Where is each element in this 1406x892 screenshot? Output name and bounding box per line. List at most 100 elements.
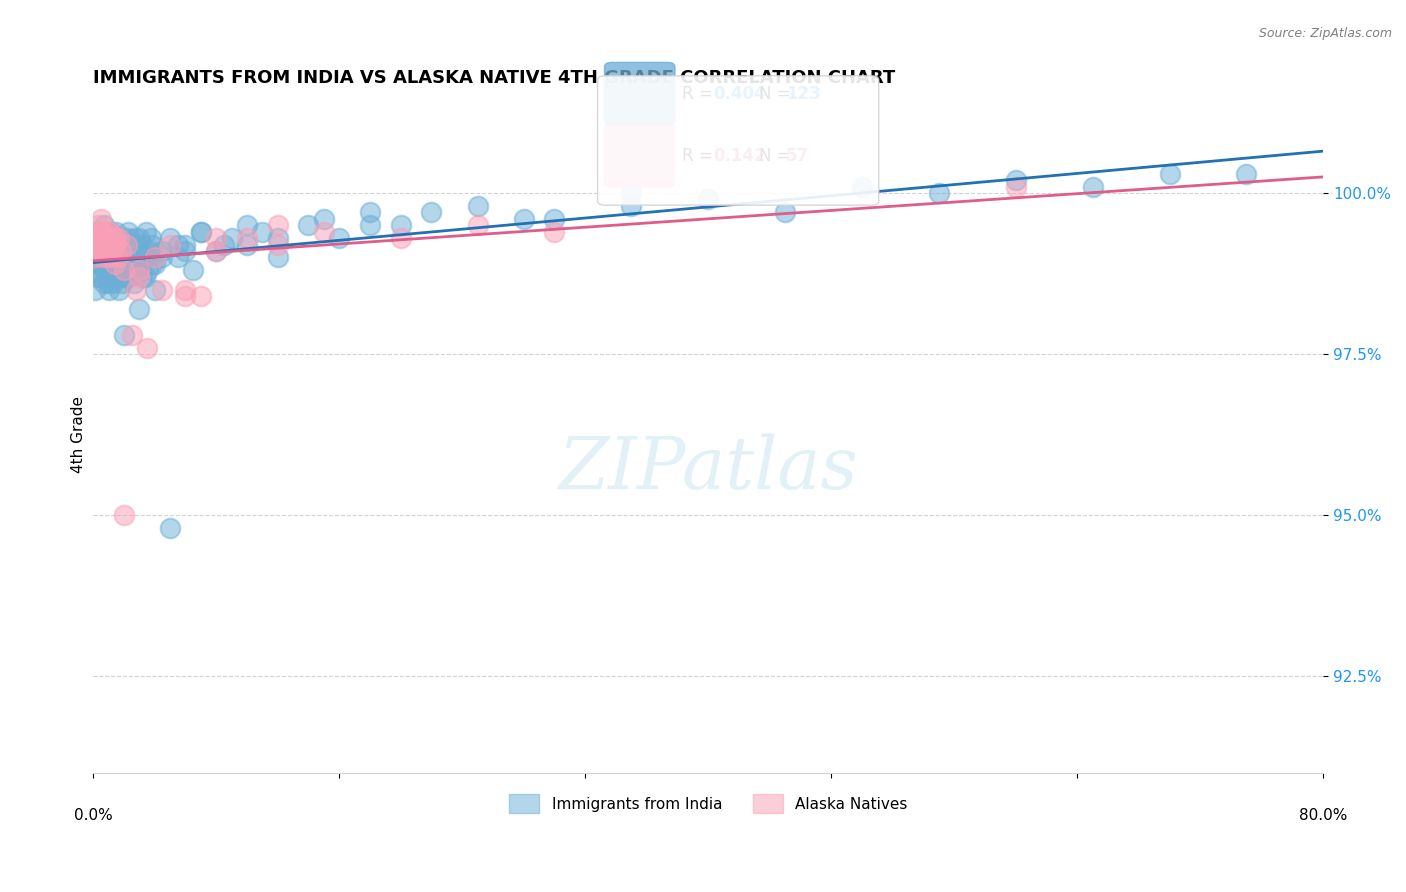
Point — [1004, 179, 1026, 194]
Point — [100, 231, 122, 245]
Text: 0.142: 0.142 — [713, 147, 765, 165]
Point — [91, 225, 114, 239]
Point — [110, 237, 132, 252]
Point — [91, 251, 114, 265]
Point — [84, 251, 107, 265]
Point — [1081, 179, 1104, 194]
Point — [190, 225, 212, 239]
Point — [86, 237, 108, 252]
Point — [128, 263, 150, 277]
Point — [359, 218, 381, 232]
Point — [93, 263, 115, 277]
Point — [122, 276, 145, 290]
Point — [87, 237, 110, 252]
Point — [98, 276, 121, 290]
Point — [159, 231, 181, 245]
Point — [93, 244, 115, 258]
Point — [252, 225, 274, 239]
Point — [136, 263, 159, 277]
Point — [89, 251, 111, 265]
Point — [83, 244, 105, 258]
Point — [141, 237, 163, 252]
Point — [118, 257, 141, 271]
Point — [105, 225, 128, 239]
Legend: Immigrants from India, Alaska Natives: Immigrants from India, Alaska Natives — [502, 789, 914, 819]
Point — [129, 257, 152, 271]
Point — [105, 237, 128, 252]
Point — [174, 244, 197, 258]
Point — [467, 218, 489, 232]
Point — [100, 269, 122, 284]
Point — [104, 257, 127, 271]
Point — [851, 179, 873, 194]
Point — [267, 251, 290, 265]
Point — [1004, 173, 1026, 187]
Point — [114, 263, 136, 277]
Point — [84, 231, 107, 245]
Point — [205, 244, 228, 258]
Point — [110, 244, 132, 258]
Point — [87, 244, 110, 258]
Point — [131, 269, 153, 284]
Point — [121, 251, 143, 265]
Point — [121, 327, 143, 342]
Point — [104, 263, 127, 277]
Point — [125, 263, 148, 277]
Text: 57: 57 — [786, 147, 808, 165]
Point — [128, 301, 150, 316]
Point — [221, 231, 243, 245]
Point — [98, 257, 121, 271]
Point — [91, 257, 114, 271]
Point — [93, 276, 115, 290]
Text: 0.0%: 0.0% — [73, 808, 112, 823]
Point — [159, 237, 181, 252]
Point — [267, 218, 290, 232]
Point — [97, 244, 120, 258]
Point — [87, 244, 110, 258]
Point — [111, 276, 134, 290]
Point — [89, 225, 111, 239]
Point — [84, 283, 107, 297]
Point — [389, 231, 412, 245]
Point — [96, 231, 118, 245]
Point — [359, 205, 381, 219]
Point — [105, 237, 128, 252]
Point — [420, 205, 443, 219]
Point — [236, 218, 259, 232]
Point — [166, 251, 188, 265]
Point — [101, 269, 124, 284]
Point — [174, 237, 197, 252]
Point — [236, 237, 259, 252]
Point — [1159, 167, 1181, 181]
Point — [90, 237, 112, 252]
Text: IMMIGRANTS FROM INDIA VS ALASKA NATIVE 4TH GRADE CORRELATION CHART: IMMIGRANTS FROM INDIA VS ALASKA NATIVE 4… — [93, 69, 896, 87]
Point — [136, 341, 159, 355]
Point — [111, 231, 134, 245]
Point — [166, 237, 188, 252]
Point — [104, 257, 127, 271]
Point — [98, 237, 121, 252]
Point — [86, 269, 108, 284]
Point — [108, 251, 131, 265]
Point — [150, 251, 173, 265]
Point — [131, 237, 153, 252]
Point — [190, 289, 212, 303]
Point — [112, 508, 135, 522]
Point — [112, 263, 135, 277]
Point — [120, 237, 142, 252]
Point — [267, 237, 290, 252]
Point — [312, 211, 335, 226]
Text: Source: ZipAtlas.com: Source: ZipAtlas.com — [1258, 27, 1392, 40]
Point — [87, 218, 110, 232]
Point — [128, 231, 150, 245]
Point — [124, 231, 146, 245]
Point — [122, 237, 145, 252]
Point — [115, 237, 138, 252]
Point — [89, 231, 111, 245]
Point — [121, 257, 143, 271]
Text: R =: R = — [682, 147, 723, 165]
Point — [128, 269, 150, 284]
Point — [114, 244, 136, 258]
Point — [620, 199, 643, 213]
Point — [90, 244, 112, 258]
